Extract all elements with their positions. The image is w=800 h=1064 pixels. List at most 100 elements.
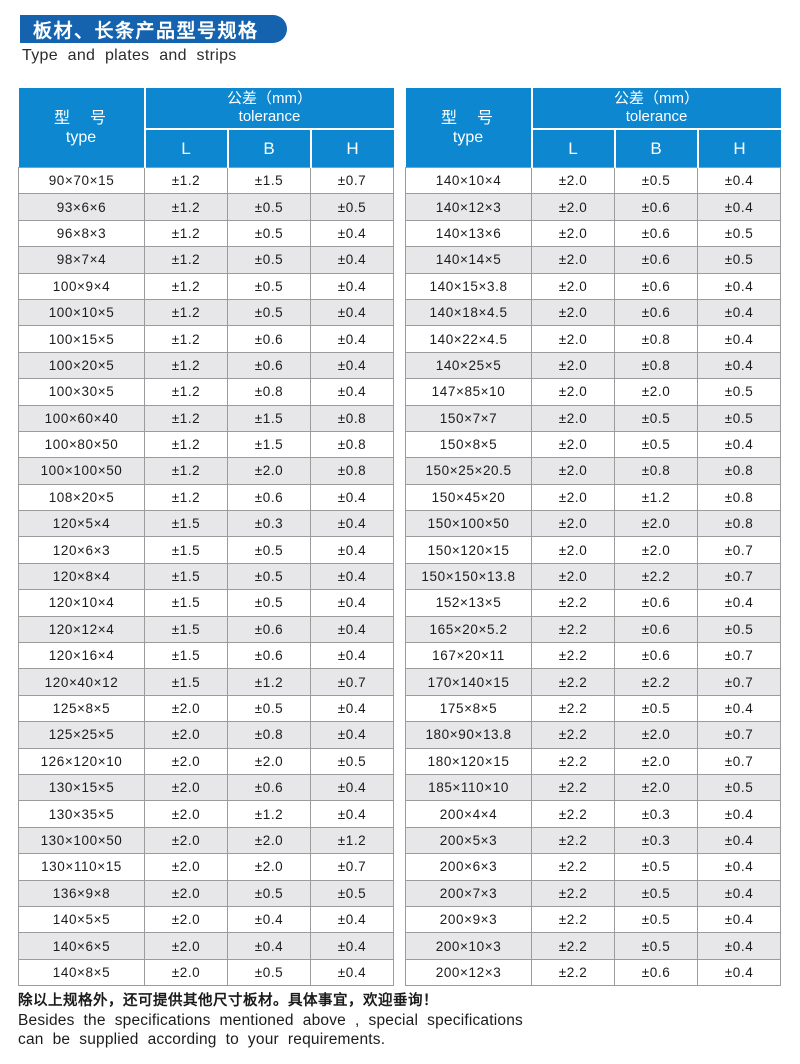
tolerance-cell: ±1.5 [144,562,228,591]
tolerance-cell: ±0.4 [309,378,395,406]
footer-note-en-line1: Besides the specifications mentioned abo… [18,1012,523,1029]
table-row: 100×15×5 ±1.2 ±0.6 ±0.4 [18,325,395,353]
tolerance-cell: ±2.0 [144,826,228,855]
tolerance-cell: ±2.0 [227,826,311,855]
table-row: 130×35×5 ±2.0 ±1.2 ±0.4 [18,800,395,828]
tolerance-cell: ±0.3 [614,826,699,855]
tolerance-cell: ±0.8 [614,351,699,380]
table-row: 150×8×5 ±2.0 ±0.5 ±0.4 [405,430,782,459]
type-label-zh: 型 号 [53,109,108,127]
type-cell: 200×4×4 [405,800,533,828]
type-cell: 126×120×10 [18,747,145,775]
type-column-header: 型 号 type [18,88,145,168]
tolerance-cell: ±0.4 [697,589,782,617]
tolerance-cell: ±2.2 [531,721,616,749]
tolerance-cell: ±0.4 [309,589,395,617]
table-row: 120×16×4 ±1.5 ±0.6 ±0.4 [18,642,395,670]
tolerance-cell: ±0.4 [697,826,782,855]
col-header-l: L [530,128,615,168]
type-cell: 125×8×5 [18,694,145,723]
tolerance-cell: ±0.5 [309,193,395,221]
tolerance-cell: ±0.4 [697,193,782,221]
tolerance-cell: ±0.4 [227,905,311,934]
spec-table-right: 型 号 type 公差（mm） tolerance L B H 140×10×4… [405,88,782,987]
type-cell: 100×9×4 [18,272,145,300]
tolerance-cell: ±1.5 [144,642,228,670]
tolerance-cell: ±0.4 [309,642,395,670]
tolerance-cell: ±2.0 [144,853,228,881]
tolerance-cell: ±0.5 [697,378,782,406]
tolerance-cell: ±2.0 [531,246,616,274]
type-cell: 96×8×3 [18,219,145,248]
tolerance-cell: ±1.2 [144,483,228,512]
tolerance-cell: ±0.7 [697,747,782,775]
tolerance-cell: ±0.4 [697,879,782,907]
type-cell: 100×10×5 [18,298,145,327]
tolerance-cell: ±0.5 [309,879,395,907]
table-row: 100×80×50 ±1.2 ±1.5 ±0.8 [18,430,395,459]
type-cell: 100×80×50 [18,430,145,459]
tolerance-cell: ±0.7 [309,853,395,881]
footer-note-en-line2: can be supplied according to your requir… [18,1031,386,1048]
title-banner: 板材、长条产品型号规格 [20,15,287,43]
tolerance-cell: ±0.7 [697,536,782,564]
tolerance-cell: ±0.4 [697,166,782,195]
tolerance-cell: ±0.8 [227,378,311,406]
tolerance-cell: ±0.6 [614,246,699,274]
type-cell: 175×8×5 [405,694,533,723]
tolerance-cell: ±2.2 [614,668,699,696]
tolerance-cell: ±2.0 [227,853,311,881]
table-row: 180×90×13.8 ±2.2 ±2.0 ±0.7 [405,721,782,749]
type-label-en: type [452,128,484,146]
table-row: 200×6×3 ±2.2 ±0.5 ±0.4 [405,853,782,881]
tolerance-cell: ±0.5 [227,298,311,327]
table-row: 140×15×3.8 ±2.0 ±0.6 ±0.4 [405,272,782,300]
table-row: 125×8×5 ±2.0 ±0.5 ±0.4 [18,694,395,723]
type-cell: 100×15×5 [18,325,145,353]
tolerance-cell: ±0.5 [697,219,782,248]
table-row: 185×110×10 ±2.2 ±2.0 ±0.5 [405,773,782,802]
tolerance-cell: ±1.5 [144,536,228,564]
table-header: 型 号 type 公差（mm） tolerance L B H [405,88,781,168]
type-cell: 120×8×4 [18,562,145,591]
type-cell: 200×9×3 [405,905,533,934]
type-cell: 140×5×5 [18,905,145,934]
tolerance-cell: ±2.2 [531,853,616,881]
tolerance-cell: ±1.5 [144,510,228,538]
type-cell: 152×13×5 [405,589,533,617]
tolerance-cell: ±0.5 [227,246,311,274]
tolerance-cell: ±0.8 [227,721,311,749]
tolerance-cell: ±0.4 [697,272,782,300]
type-cell: 150×100×50 [405,510,533,538]
type-cell: 150×25×20.5 [405,457,533,485]
table-row: 200×5×3 ±2.2 ±0.3 ±0.4 [405,826,782,855]
tolerance-cell: ±0.6 [614,642,699,670]
tolerance-cell: ±0.7 [697,668,782,696]
tolerance-cell: ±2.2 [531,826,616,855]
tolerance-cell: ±0.4 [309,510,395,538]
tolerance-cell: ±2.0 [144,905,228,934]
tolerance-cell: ±2.2 [614,562,699,591]
table-row: 140×18×4.5 ±2.0 ±0.6 ±0.4 [405,298,782,327]
tolerance-cell: ±0.7 [697,642,782,670]
type-cell: 150×7×7 [405,404,533,432]
tolerance-label-en: tolerance [625,108,688,125]
tolerance-cell: ±0.5 [614,404,699,432]
tolerance-cell: ±0.6 [227,615,311,644]
tolerance-cell: ±0.5 [697,615,782,644]
tolerance-cell: ±0.5 [697,404,782,432]
tolerance-cell: ±0.5 [309,747,395,775]
tolerance-cell: ±0.5 [614,166,699,195]
type-cell: 140×6×5 [18,932,145,960]
tolerance-cell: ±2.2 [531,642,616,670]
tolerance-cell: ±2.0 [531,298,616,327]
type-cell: 140×10×4 [405,166,533,195]
tolerance-cell: ±2.0 [144,747,228,775]
table-row: 152×13×5 ±2.2 ±0.6 ±0.4 [405,589,782,617]
tolerance-cell: ±2.0 [614,773,699,802]
tolerance-cell: ±2.0 [531,378,616,406]
tolerance-cell: ±0.8 [697,483,782,512]
tolerance-cell: ±0.8 [614,457,699,485]
tolerance-cell: ±0.6 [614,272,699,300]
tolerance-cell: ±0.5 [697,773,782,802]
